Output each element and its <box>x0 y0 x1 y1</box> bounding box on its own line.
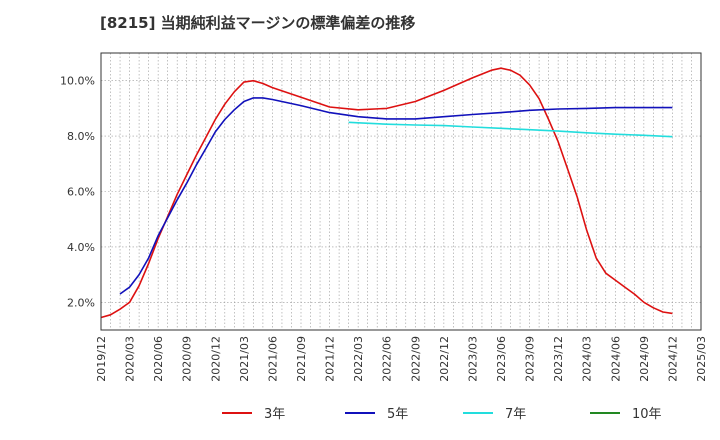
x-tick-label: 2020/03 <box>124 336 137 382</box>
x-tick-label: 2024/12 <box>666 336 679 382</box>
series-lines <box>100 67 673 319</box>
x-tick-label: 2020/09 <box>181 336 194 382</box>
x-tick-label: 2022/06 <box>381 336 394 382</box>
legend: 3年 5年 7年 10年 <box>222 407 662 422</box>
y-tick-label: 4.0% <box>67 241 95 254</box>
x-tick-label: 2022/12 <box>438 336 451 382</box>
legend-label-10年: 10年 <box>632 407 662 422</box>
x-tick-label: 2020/06 <box>152 336 165 382</box>
chart-title: [8215] 当期純利益マージンの標準偏差の推移 <box>100 14 416 32</box>
y-tick-label: 2.0% <box>67 296 95 309</box>
plot-area-frame <box>100 52 702 331</box>
grid <box>100 53 702 330</box>
x-tick-label: 2022/09 <box>409 336 422 382</box>
x-tick-label: 2021/09 <box>295 336 308 382</box>
x-tick-label: 2024/06 <box>609 336 622 382</box>
x-tick-label: 2020/12 <box>209 336 222 382</box>
y-tick-label: 10.0% <box>60 75 95 88</box>
x-tick-label: 2021/12 <box>324 336 337 382</box>
x-tick-label: 2023/12 <box>552 336 565 382</box>
y-tick-label: 6.0% <box>67 186 95 199</box>
x-tick-label: 2021/06 <box>266 336 279 382</box>
x-tick-label: 2023/06 <box>495 336 508 382</box>
x-axis-ticks: 2019/12 2020/03 2020/06 2020/09 2020/12 2021/… <box>95 336 708 382</box>
series-line-5年 <box>119 97 673 295</box>
legend-label-3年: 3年 <box>264 407 285 422</box>
x-tick-label: 2022/03 <box>352 336 365 382</box>
x-tick-label: 2019/12 <box>95 336 108 382</box>
x-tick-label: 2023/09 <box>524 336 537 382</box>
y-axis-ticks: 2.0% 4.0% 6.0% 8.0% 10.0% <box>60 75 95 310</box>
x-tick-label: 2025/03 <box>695 336 708 382</box>
x-tick-label: 2024/09 <box>638 336 651 382</box>
x-tick-label: 2021/03 <box>238 336 251 382</box>
series-line-3年 <box>100 67 673 319</box>
x-tick-label: 2023/03 <box>466 336 479 382</box>
series-line-7年 <box>348 121 673 138</box>
legend-label-7年: 7年 <box>505 407 526 422</box>
legend-label-5年: 5年 <box>387 407 408 422</box>
x-tick-label: 2024/03 <box>581 336 594 382</box>
y-tick-label: 8.0% <box>67 130 95 143</box>
